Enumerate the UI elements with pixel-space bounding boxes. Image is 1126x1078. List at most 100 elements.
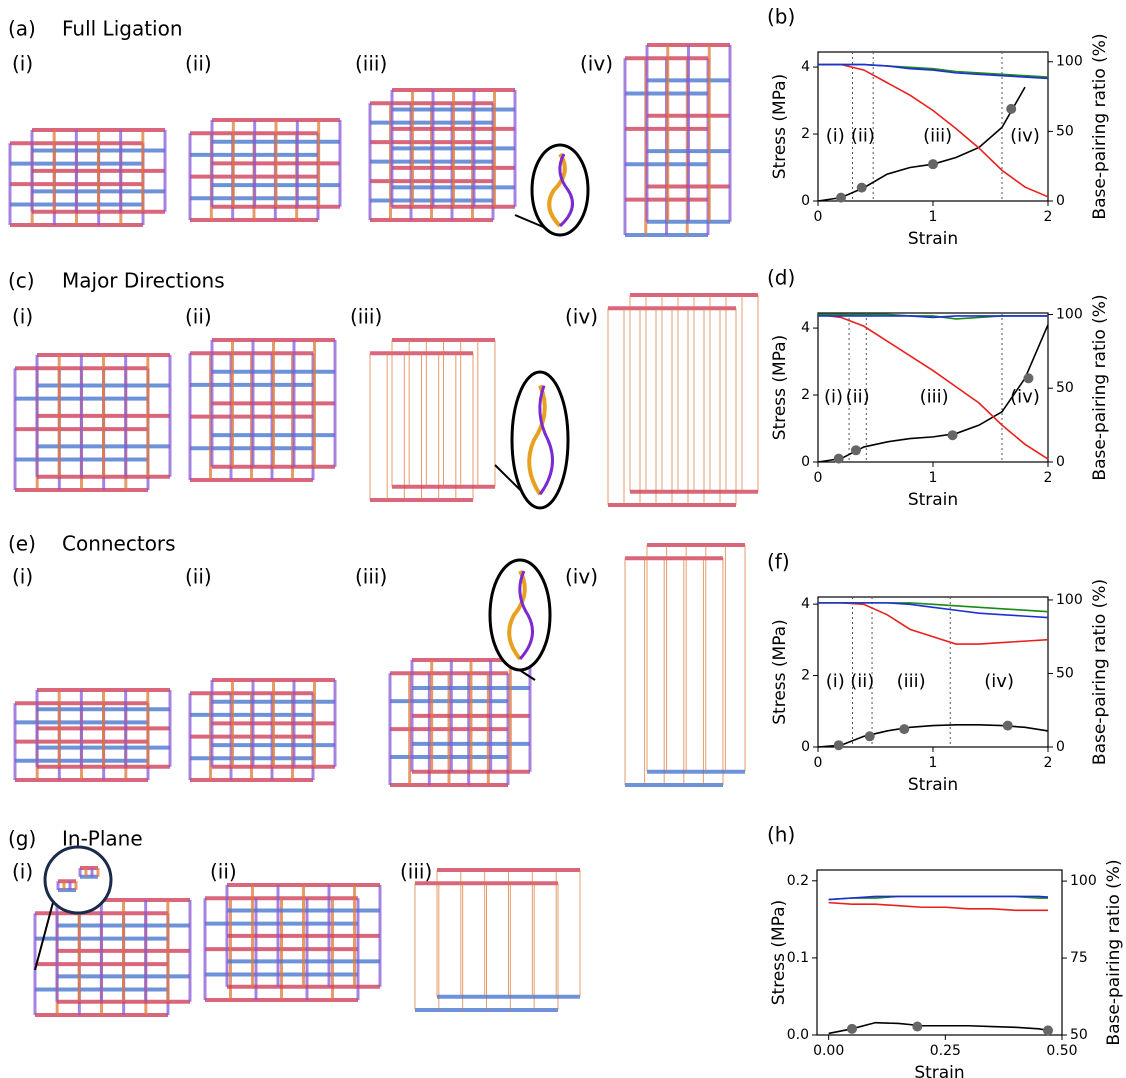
series-line [828, 895, 1049, 901]
y-axis-label: Stress (MPa) [770, 74, 790, 180]
x-tick-label: 0.00 [813, 1043, 844, 1059]
stage-annotation: (i) [826, 126, 845, 147]
stage-annotation: (i) [826, 671, 845, 692]
stage-point [912, 1021, 923, 1032]
callout [488, 558, 552, 672]
stage-annotation: (iv) [984, 671, 1014, 692]
x-tick-label: 1 [929, 209, 938, 225]
helix [538, 385, 554, 496]
lattice-illustration [8, 128, 167, 227]
panel-title: Connectors [62, 532, 176, 556]
y2-axis-label: Base-pairing ratio (%) [1104, 859, 1124, 1045]
series-line [828, 1021, 1049, 1035]
stage-annotation: (ii) [851, 126, 875, 147]
stage-label: (iv) [565, 305, 598, 329]
series-line [818, 63, 1049, 80]
lattice-illustration [414, 868, 581, 1012]
stage-point [850, 445, 861, 456]
panel-title: Major Directions [62, 269, 225, 293]
lattice-illustration [13, 688, 172, 782]
stage-point [836, 192, 846, 203]
panel-label: (f) [767, 550, 790, 574]
x-axis-label: Strain [914, 1063, 964, 1078]
stage-point [1043, 1025, 1053, 1036]
helix [527, 384, 547, 496]
lattice-illustration [607, 293, 759, 507]
y-tick-label: 0.2 [787, 873, 809, 889]
y2-tick-label: 100 [1070, 873, 1097, 889]
stage-annotation: (i) [824, 387, 843, 408]
y-axis-label: Stress (MPa) [769, 900, 789, 1006]
helix [547, 152, 567, 228]
series-line [817, 86, 1026, 202]
y-axis-label: Stress (MPa) [770, 335, 790, 441]
chart: 0.00 0.25 0.50 0.0 0.1 0.2 50 75 100 [787, 869, 1097, 1059]
x-axis-label: Strain [908, 229, 958, 249]
stage-label: (iii) [355, 52, 387, 76]
stage-point [1006, 103, 1017, 114]
panel-label: (g) [8, 827, 36, 851]
stage-label: (iii) [355, 565, 387, 589]
stage-point [1002, 720, 1013, 731]
y-tick-label: 0 [801, 454, 810, 470]
y2-tick-label: 100 [1056, 306, 1083, 322]
stage-label: (iv) [565, 565, 598, 589]
stage-annotation: (iii) [897, 671, 926, 692]
x-tick-label: 1 [929, 470, 938, 486]
panel-label: (b) [767, 5, 795, 29]
stage-annotation: (ii) [846, 387, 870, 408]
stage-label: (ii) [185, 52, 212, 76]
y2-tick-label: 50 [1056, 380, 1074, 396]
y-tick-label: 2 [801, 126, 810, 142]
y-tick-label: 0.1 [787, 950, 809, 966]
y-tick-label: 4 [801, 320, 810, 336]
y2-axis-label: Base-pairing ratio (%) [1090, 294, 1110, 480]
callout-line [34, 894, 56, 971]
lattice-illustration [33, 898, 192, 1017]
series-line [818, 315, 1048, 319]
y-tick-label: 4 [801, 596, 810, 612]
stage-point [899, 724, 910, 735]
stage-point [833, 740, 844, 751]
x-tick-label: 0 [814, 755, 823, 771]
y-tick-label: 0.0 [787, 1027, 809, 1043]
stage-label: (i) [12, 52, 33, 76]
y-tick-label: 4 [801, 59, 810, 75]
panel-title: Full Ligation [62, 17, 183, 41]
stage-annotation: (iv) [1010, 387, 1040, 408]
y-tick-label: 2 [801, 387, 810, 403]
y2-tick-label: 75 [1070, 950, 1088, 966]
lattice-illustration [188, 338, 337, 482]
stage-annotation: (iii) [920, 387, 949, 408]
y2-tick-label: 50 [1056, 665, 1074, 681]
x-axis-label: Strain [908, 490, 958, 510]
helix [518, 570, 534, 661]
y-tick-label: 0 [801, 739, 810, 755]
lattice-illustration [623, 43, 732, 237]
y-tick-label: 2 [801, 668, 810, 684]
lattice-illustration [188, 118, 342, 222]
y2-tick-label: 0 [1056, 193, 1065, 209]
plot-frame [816, 869, 1063, 1036]
series-line [817, 313, 1049, 460]
stage-label: (i) [12, 860, 33, 884]
lattice-illustration [188, 678, 337, 782]
lattice-illustration [368, 88, 517, 222]
stage-point [947, 430, 958, 441]
stage-label: (i) [12, 565, 33, 589]
y2-tick-label: 50 [1070, 1027, 1088, 1043]
lattice-illustration [388, 658, 532, 787]
stage-label: (i) [12, 305, 33, 329]
stage-label: (iii) [400, 860, 432, 884]
lattice-illustration [56, 866, 100, 892]
panel-label: (c) [8, 269, 35, 293]
x-axis-label: Strain [908, 775, 958, 795]
y2-tick-label: 0 [1056, 454, 1065, 470]
x-tick-label: 0.50 [1046, 1043, 1077, 1059]
callout [510, 370, 570, 510]
stage-label: (ii) [210, 860, 237, 884]
x-tick-label: 2 [1044, 755, 1053, 771]
y2-axis-label: Base-pairing ratio (%) [1090, 33, 1110, 219]
